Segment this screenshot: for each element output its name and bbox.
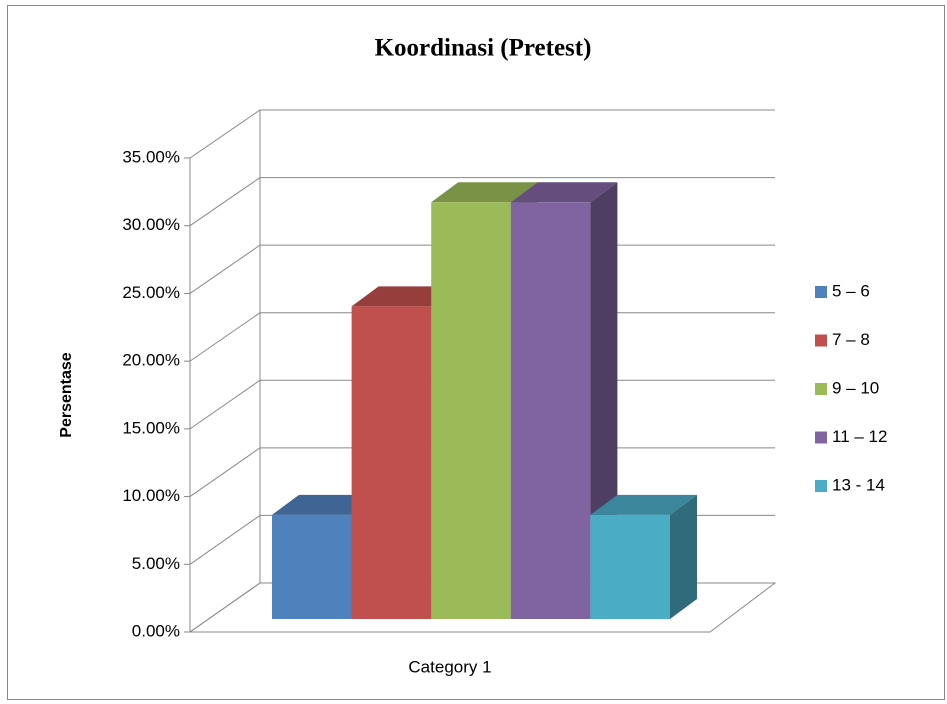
bar: [510, 202, 591, 619]
grid-line-side: [189, 515, 261, 565]
y-tick-label: 10.00%: [122, 486, 180, 505]
y-tick-label: 30.00%: [122, 215, 180, 234]
y-tick-label: 0.00%: [132, 621, 180, 640]
y-tick-label: 35.00%: [122, 147, 180, 166]
legend-label: 7 – 8: [832, 330, 870, 349]
grid-line-side: [189, 244, 261, 294]
legend-swatch: [815, 431, 827, 444]
legend-swatch: [815, 480, 827, 492]
bar-top: [431, 182, 538, 203]
legend-label: 11 – 12: [832, 427, 887, 446]
bar: [272, 514, 352, 619]
y-tick-label: 5.00%: [132, 554, 180, 573]
grid-line-side: [189, 312, 261, 362]
x-tick-label: Category 1: [408, 657, 491, 676]
legend-swatch: [815, 383, 827, 395]
y-tick-label: 15.00%: [122, 418, 180, 437]
grid-line-side: [189, 177, 261, 227]
legend-swatch: [815, 286, 827, 298]
legend-label: 5 – 6: [832, 281, 870, 300]
legend-label: 9 – 10: [832, 378, 879, 397]
bar: [431, 202, 511, 619]
bar: [351, 306, 432, 619]
chart-title: Koordinasi (Pretest): [375, 35, 592, 62]
y-tick-label: 20.00%: [122, 351, 180, 370]
y-axis-label: Persentase: [58, 352, 75, 437]
y-tick-label: 25.00%: [122, 283, 180, 302]
bar-side: [670, 494, 697, 619]
legend-label: 13 - 14: [832, 475, 885, 494]
bar: [590, 514, 670, 619]
grid-line-side: [189, 379, 261, 430]
grid-line-side: [189, 582, 261, 633]
grid-line-side: [189, 109, 261, 159]
bar-top: [510, 182, 618, 203]
grid-line-side: [189, 447, 261, 497]
bar-top: [590, 494, 697, 515]
legend-swatch: [815, 334, 827, 347]
